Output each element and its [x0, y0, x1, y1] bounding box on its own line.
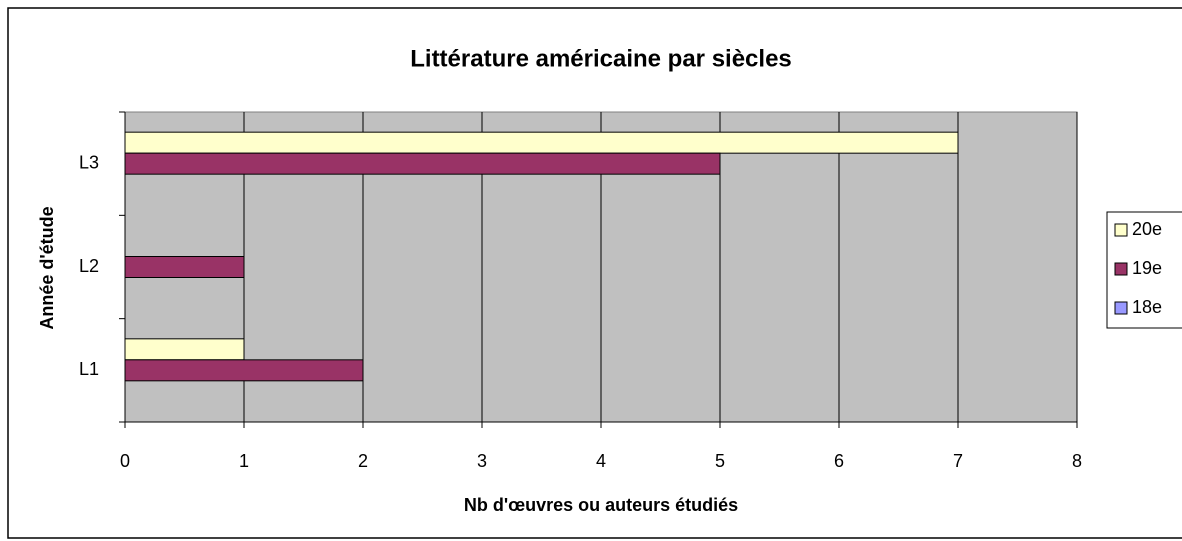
legend-swatch — [1114, 262, 1128, 276]
x-tick-label: 0 — [120, 451, 130, 471]
legend-label: 18e — [1132, 297, 1162, 317]
bar — [124, 131, 959, 154]
bar — [124, 359, 364, 382]
x-tick-label: 2 — [358, 451, 368, 471]
bar — [124, 152, 721, 175]
legend-label: 19e — [1132, 258, 1162, 278]
chart-title: Littérature américaine par siècles — [410, 45, 792, 72]
bar — [124, 338, 245, 361]
x-tick-label: 7 — [953, 451, 963, 471]
x-tick-label: 1 — [239, 451, 249, 471]
legend-swatch — [1114, 223, 1128, 237]
y-tick-label: L1 — [79, 359, 99, 379]
x-tick-label: 6 — [834, 451, 844, 471]
x-tick-label: 5 — [715, 451, 725, 471]
x-tick-label: 3 — [477, 451, 487, 471]
y-axis-title: Année d'étude — [37, 206, 57, 329]
legend-swatch — [1114, 301, 1128, 315]
legend-label: 20e — [1132, 219, 1162, 239]
x-tick-label: 4 — [596, 451, 606, 471]
x-tick-label: 8 — [1072, 451, 1082, 471]
y-tick-label: L2 — [79, 256, 99, 276]
y-tick-label: L3 — [79, 152, 99, 172]
x-axis-title: Nb d'œuvres ou auteurs étudiés — [464, 495, 738, 515]
bar — [124, 256, 245, 278]
